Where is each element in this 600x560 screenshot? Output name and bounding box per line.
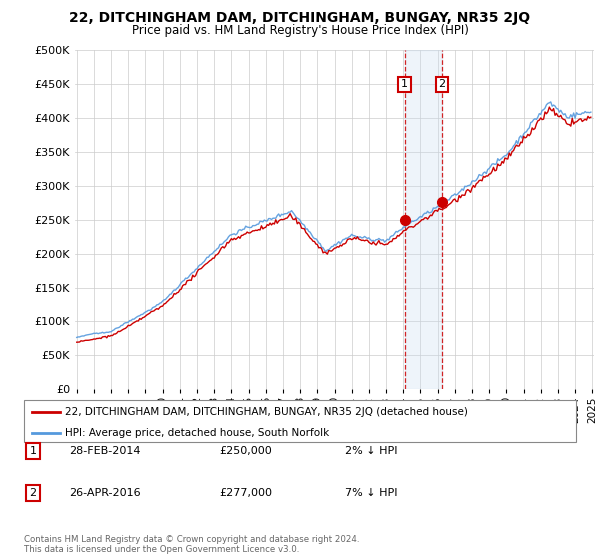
Text: Contains HM Land Registry data © Crown copyright and database right 2024.
This d: Contains HM Land Registry data © Crown c… [24, 535, 359, 554]
Text: 1: 1 [29, 446, 37, 456]
Bar [404, 50, 442, 389]
Text: 7% ↓ HPI: 7% ↓ HPI [345, 488, 398, 498]
Text: 26-APR-2016: 26-APR-2016 [69, 488, 140, 498]
Text: 2: 2 [29, 488, 37, 498]
Text: 1: 1 [401, 80, 408, 89]
Text: 22, DITCHINGHAM DAM, DITCHINGHAM, BUNGAY, NR35 2JQ: 22, DITCHINGHAM DAM, DITCHINGHAM, BUNGAY… [70, 11, 530, 25]
Text: 2: 2 [439, 80, 445, 89]
Text: HPI: Average price, detached house, South Norfolk: HPI: Average price, detached house, Sout… [65, 428, 329, 438]
Text: 28-FEB-2014: 28-FEB-2014 [69, 446, 140, 456]
FancyBboxPatch shape [24, 400, 576, 442]
Text: £250,000: £250,000 [219, 446, 272, 456]
Text: 22, DITCHINGHAM DAM, DITCHINGHAM, BUNGAY, NR35 2JQ (detached house): 22, DITCHINGHAM DAM, DITCHINGHAM, BUNGAY… [65, 407, 468, 417]
Text: 2% ↓ HPI: 2% ↓ HPI [345, 446, 398, 456]
Text: £277,000: £277,000 [219, 488, 272, 498]
Text: Price paid vs. HM Land Registry's House Price Index (HPI): Price paid vs. HM Land Registry's House … [131, 24, 469, 36]
